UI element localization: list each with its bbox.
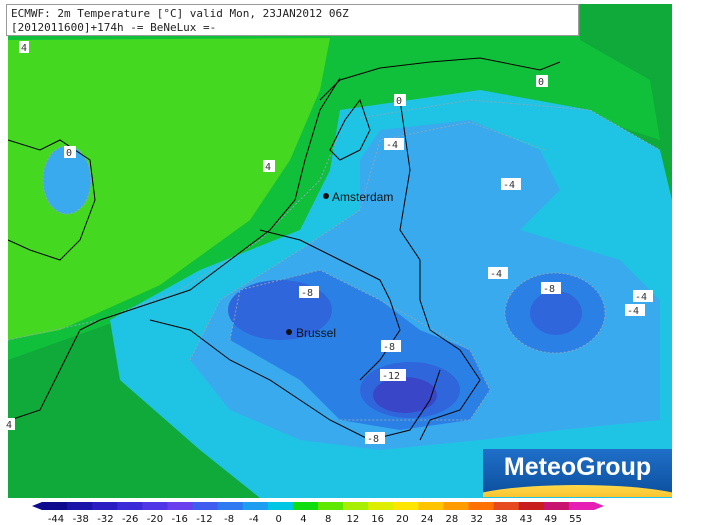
scale-tick-label: 38 bbox=[495, 514, 508, 525]
color-scale-bar bbox=[32, 502, 604, 510]
scale-tick-label: 24 bbox=[421, 514, 434, 525]
scale-swatch bbox=[568, 502, 595, 510]
scale-tick-label: -16 bbox=[172, 514, 188, 525]
svg-text:0: 0 bbox=[538, 77, 544, 88]
scale-tick-label: -8 bbox=[224, 514, 234, 525]
contour-label: -4 bbox=[625, 304, 645, 317]
logo-sun-arc bbox=[483, 485, 672, 497]
brussel-marker bbox=[286, 329, 292, 335]
scale-tick-label: -4 bbox=[249, 514, 259, 525]
scale-tick-label: 20 bbox=[396, 514, 409, 525]
svg-text:-8: -8 bbox=[543, 284, 555, 295]
scale-swatch bbox=[167, 502, 194, 510]
svg-text:-8: -8 bbox=[383, 342, 395, 353]
contour-label: -4 bbox=[633, 290, 653, 303]
coast-green-field bbox=[8, 4, 660, 360]
scale-swatch bbox=[443, 502, 470, 510]
svg-text:4: 4 bbox=[6, 420, 12, 431]
contour-label: 0 bbox=[394, 94, 406, 107]
logo-text: MeteoGroup bbox=[503, 453, 652, 481]
scale-tick-label: -38 bbox=[73, 514, 89, 525]
scale-swatch bbox=[217, 502, 244, 510]
cold-pocket-ardennes-core bbox=[373, 377, 437, 413]
scale-swatch bbox=[393, 502, 419, 510]
svg-text:-4: -4 bbox=[627, 306, 639, 317]
scale-swatch bbox=[518, 502, 545, 510]
scale-tick-label: -44 bbox=[48, 514, 64, 525]
svg-text:-8: -8 bbox=[367, 434, 379, 445]
scale-tick-label: -32 bbox=[97, 514, 113, 525]
scale-swatch bbox=[67, 502, 93, 510]
svg-text:-4: -4 bbox=[490, 269, 502, 280]
scale-tick-label: 8 bbox=[325, 514, 331, 525]
scale-tick-label: 32 bbox=[470, 514, 483, 525]
amsterdam-marker bbox=[323, 193, 329, 199]
header-subtitle: [2012011600]+174h -= BeNeLux =- bbox=[11, 21, 217, 34]
contour-label: 0 bbox=[64, 146, 76, 159]
scale-tick-label: 55 bbox=[569, 514, 582, 525]
scale-tick-label: 12 bbox=[347, 514, 360, 525]
brussel-label: Brussel bbox=[296, 326, 336, 340]
svg-text:-8: -8 bbox=[301, 288, 313, 299]
scale-swatch bbox=[42, 502, 68, 510]
scale-swatch bbox=[368, 502, 394, 510]
header-title: ECMWF: 2m Temperature [°C] valid Mon, 23… bbox=[11, 7, 349, 20]
contour-label: -12 bbox=[380, 369, 406, 382]
scale-tick-label: 28 bbox=[445, 514, 458, 525]
scale-tick-label: 4 bbox=[300, 514, 306, 525]
scale-swatch bbox=[267, 502, 294, 510]
meteogroup-logo: MeteoGroup bbox=[483, 449, 672, 497]
contour-label: 0 bbox=[536, 75, 548, 88]
lake-cold-field bbox=[43, 146, 91, 214]
amsterdam-label: Amsterdam bbox=[332, 190, 393, 204]
contour-label: -8 bbox=[541, 282, 561, 295]
contour-label: -8 bbox=[381, 340, 401, 353]
contour-label: 4 bbox=[19, 41, 29, 54]
scale-swatch bbox=[318, 502, 344, 510]
scale-arrow-right bbox=[594, 502, 604, 510]
scale-tick-label: -20 bbox=[147, 514, 163, 525]
scale-swatch bbox=[192, 502, 219, 510]
scale-swatch bbox=[242, 502, 269, 510]
map-header: ECMWF: 2m Temperature [°C] valid Mon, 23… bbox=[6, 4, 579, 36]
contour-label: -4 bbox=[384, 138, 404, 151]
scale-tick-label: 0 bbox=[275, 514, 281, 525]
coastlines bbox=[7, 57, 561, 441]
scale-swatch bbox=[418, 502, 444, 510]
scale-swatch bbox=[343, 502, 369, 510]
svg-text:0: 0 bbox=[66, 148, 72, 159]
svg-text:-4: -4 bbox=[635, 292, 647, 303]
contour-label: 4 bbox=[263, 160, 275, 173]
contour-label: -4 bbox=[501, 178, 521, 191]
color-scale-ticks: -44 -38 -32 -26 -20 -16 -12 -8 -4 0 4 8 12 16 20 24 28 32… bbox=[48, 514, 582, 525]
scale-swatch bbox=[142, 502, 168, 510]
svg-text:-4: -4 bbox=[503, 180, 515, 191]
scale-swatch bbox=[292, 502, 319, 510]
scale-swatch bbox=[493, 502, 520, 510]
scale-tick-label: 49 bbox=[544, 514, 557, 525]
scale-swatch bbox=[92, 502, 118, 510]
svg-text:-12: -12 bbox=[382, 371, 400, 382]
scale-arrow-left bbox=[32, 502, 42, 510]
scale-tick-label: -12 bbox=[196, 514, 212, 525]
svg-text:4: 4 bbox=[21, 43, 27, 54]
scale-tick-label: 43 bbox=[520, 514, 533, 525]
contour-label: -4 bbox=[488, 267, 508, 280]
scale-swatch bbox=[468, 502, 495, 510]
contour-label: -8 bbox=[299, 286, 319, 299]
contour-labels: 4 0 0 0 4 -4 -4 -4 -8 -8 -8 -12 -8 -4 -4… bbox=[5, 41, 653, 445]
svg-text:4: 4 bbox=[265, 162, 271, 173]
cold-pocket-east-core bbox=[530, 291, 582, 335]
scale-tick-label: 16 bbox=[371, 514, 384, 525]
scale-tick-label: -26 bbox=[122, 514, 138, 525]
svg-text:-4: -4 bbox=[386, 140, 398, 151]
contour-label: 4 bbox=[5, 418, 15, 431]
scale-swatch bbox=[117, 502, 143, 510]
contour-label: -8 bbox=[365, 432, 385, 445]
svg-text:0: 0 bbox=[396, 96, 402, 107]
scale-swatch bbox=[543, 502, 570, 510]
